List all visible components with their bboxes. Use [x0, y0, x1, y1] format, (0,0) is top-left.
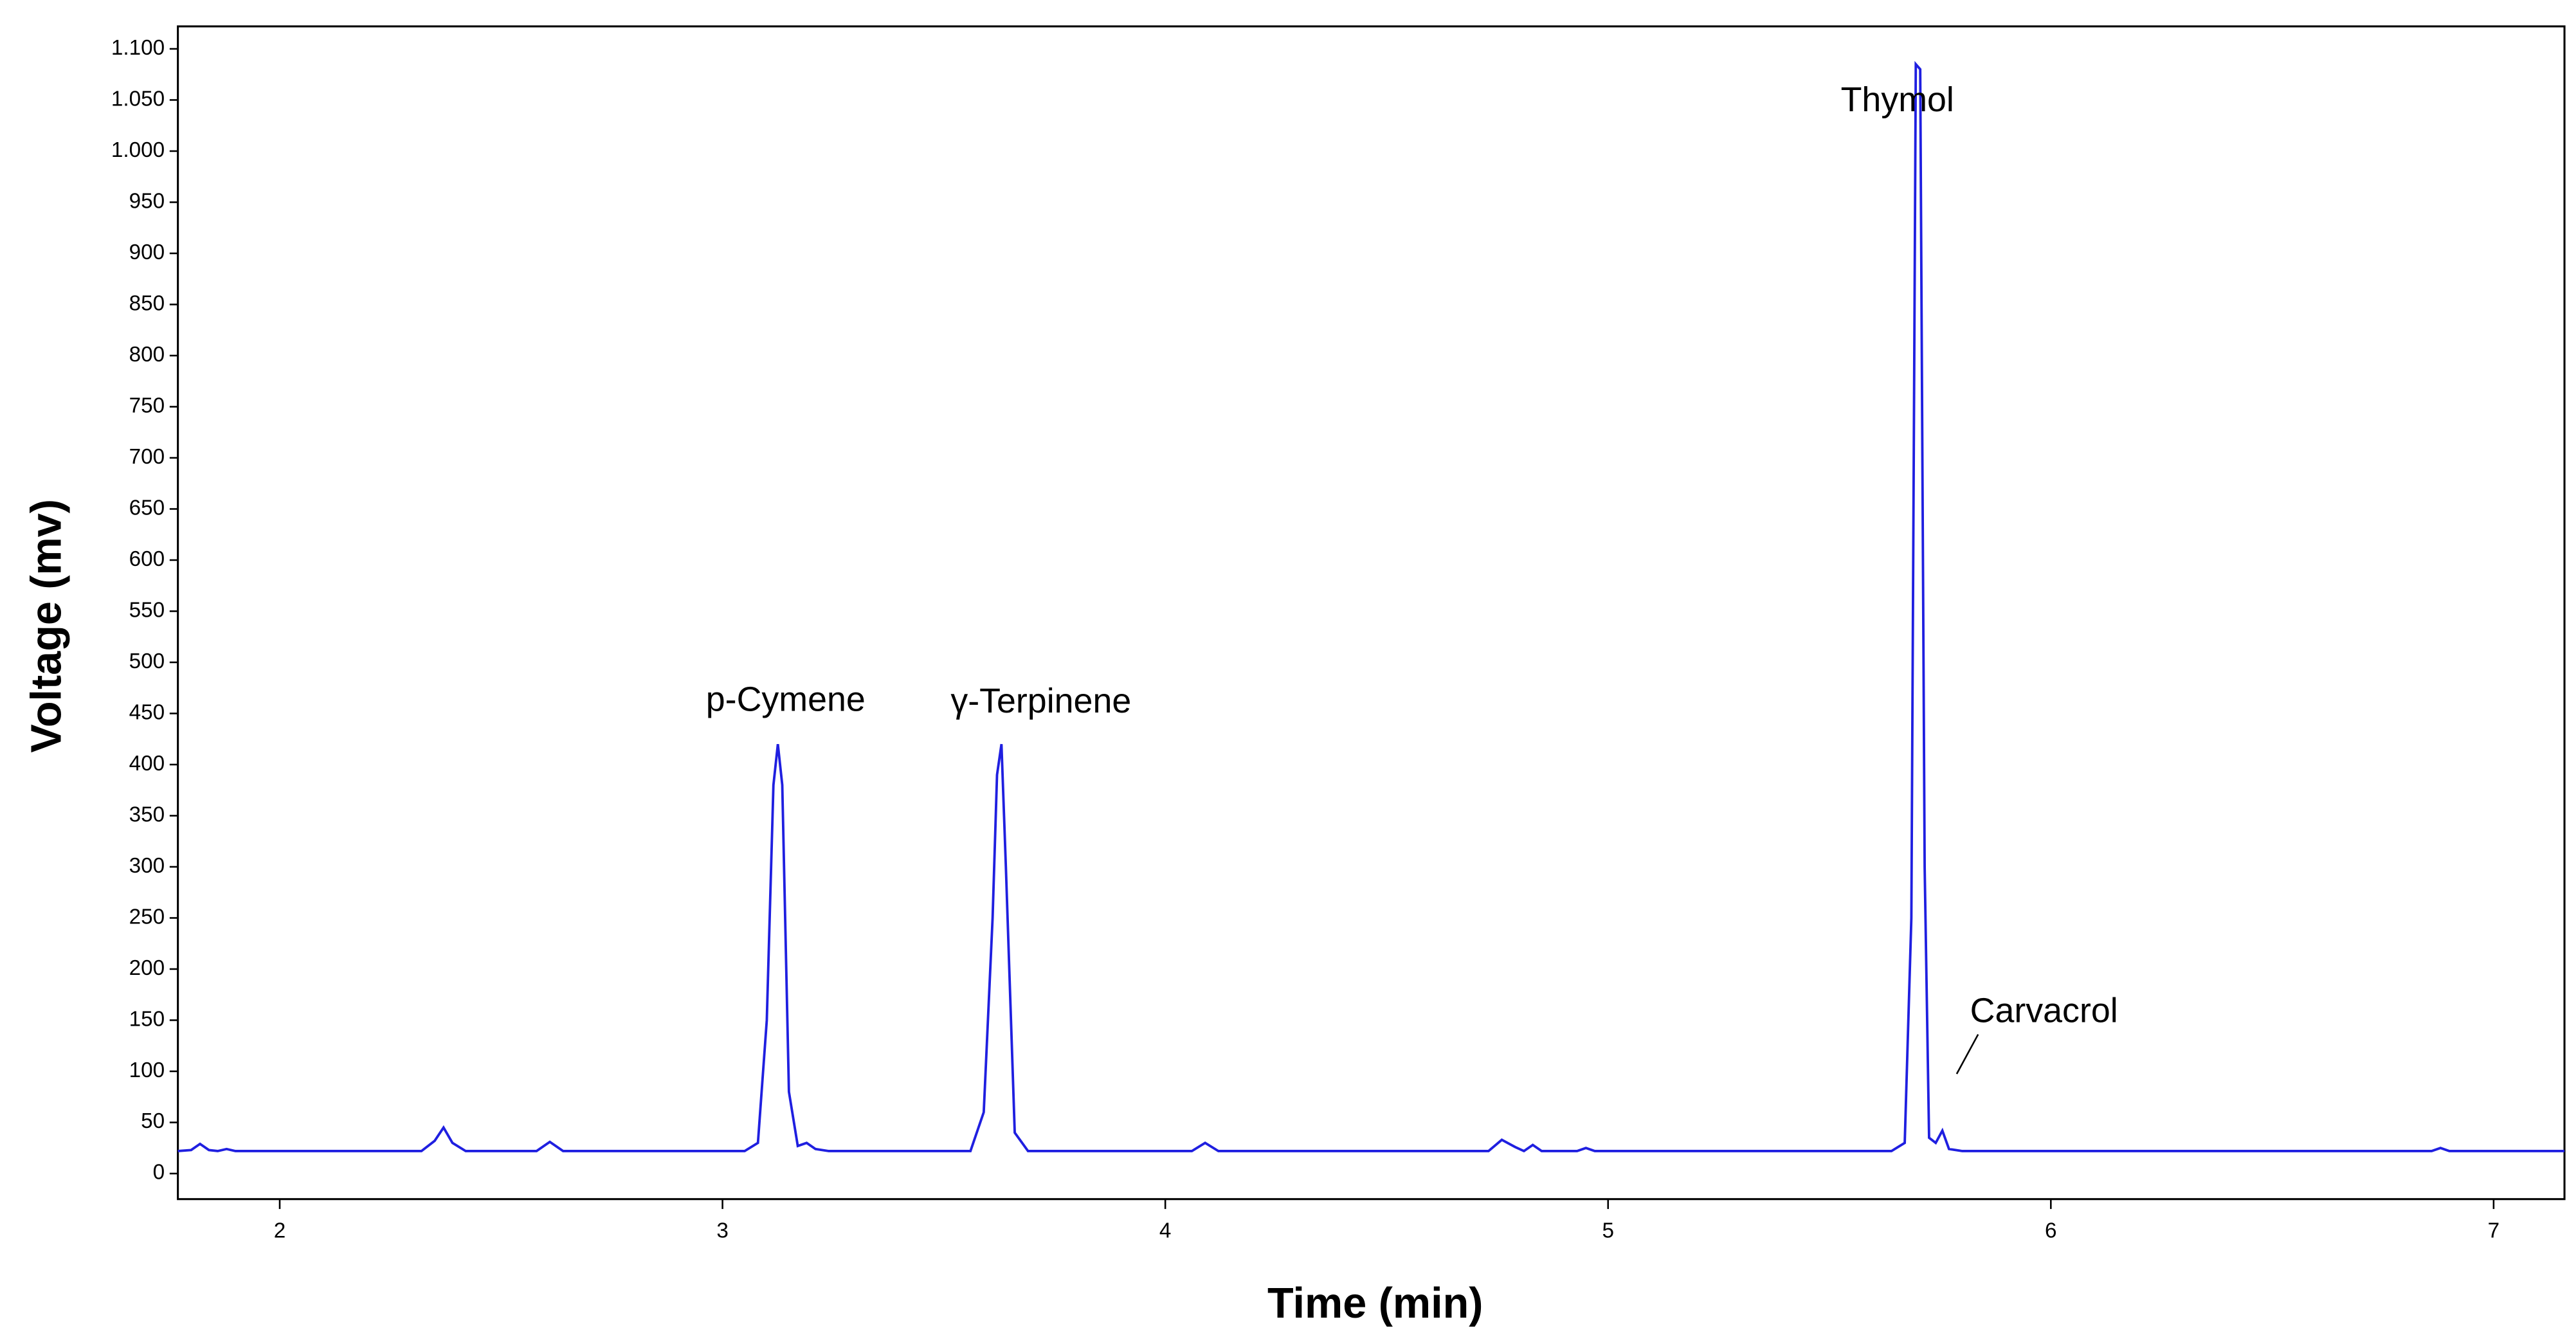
y-tick-label: 750: [129, 394, 165, 417]
x-tick-label: 7: [2488, 1219, 2500, 1243]
x-tick-label: 6: [2045, 1219, 2057, 1243]
annotation: p-Cymene: [706, 680, 866, 718]
x-tick-label: 5: [1602, 1219, 1614, 1243]
y-tick-label: 1.100: [111, 36, 165, 60]
y-tick-label: 1.000: [111, 138, 165, 162]
annotation: γ-Terpinene: [950, 682, 1131, 720]
y-tick-label: 650: [129, 496, 165, 520]
y-tick-label: 200: [129, 956, 165, 980]
y-tick-label: 250: [129, 905, 165, 929]
leader-line: [1955, 1033, 1979, 1075]
plot-frame: [177, 25, 2566, 1201]
y-tick-label: 1.050: [111, 87, 165, 111]
y-axis-title: Voltage (mv): [23, 499, 70, 753]
chromatogram-line: [177, 60, 2565, 1153]
y-tick-label: 800: [129, 343, 165, 367]
y-tick-label: 0: [153, 1161, 165, 1185]
x-axis-title: Time (min): [1267, 1280, 1483, 1327]
x-tick-label: 3: [716, 1219, 729, 1243]
y-tick-label: 450: [129, 700, 165, 724]
y-tick-label: 350: [129, 803, 165, 826]
y-tick-label: 400: [129, 752, 165, 776]
y-tick-label: 150: [129, 1007, 165, 1031]
x-tick-label: 4: [1159, 1219, 1172, 1243]
y-tick-label: 50: [141, 1109, 165, 1133]
y-tick-label: 300: [129, 854, 165, 878]
y-tick-label: 100: [129, 1058, 165, 1082]
y-tick-label: 700: [129, 445, 165, 469]
y-tick-label: 900: [129, 241, 165, 264]
annotation: Thymol: [1841, 80, 1954, 119]
annotation: Carvacrol: [1970, 991, 2118, 1030]
y-tick-label: 550: [129, 598, 165, 622]
y-tick-label: 850: [129, 291, 165, 315]
y-tick-label: 950: [129, 189, 165, 213]
y-tick-label: 500: [129, 649, 165, 673]
x-tick-label: 2: [274, 1219, 286, 1243]
y-tick-label: 600: [129, 547, 165, 571]
